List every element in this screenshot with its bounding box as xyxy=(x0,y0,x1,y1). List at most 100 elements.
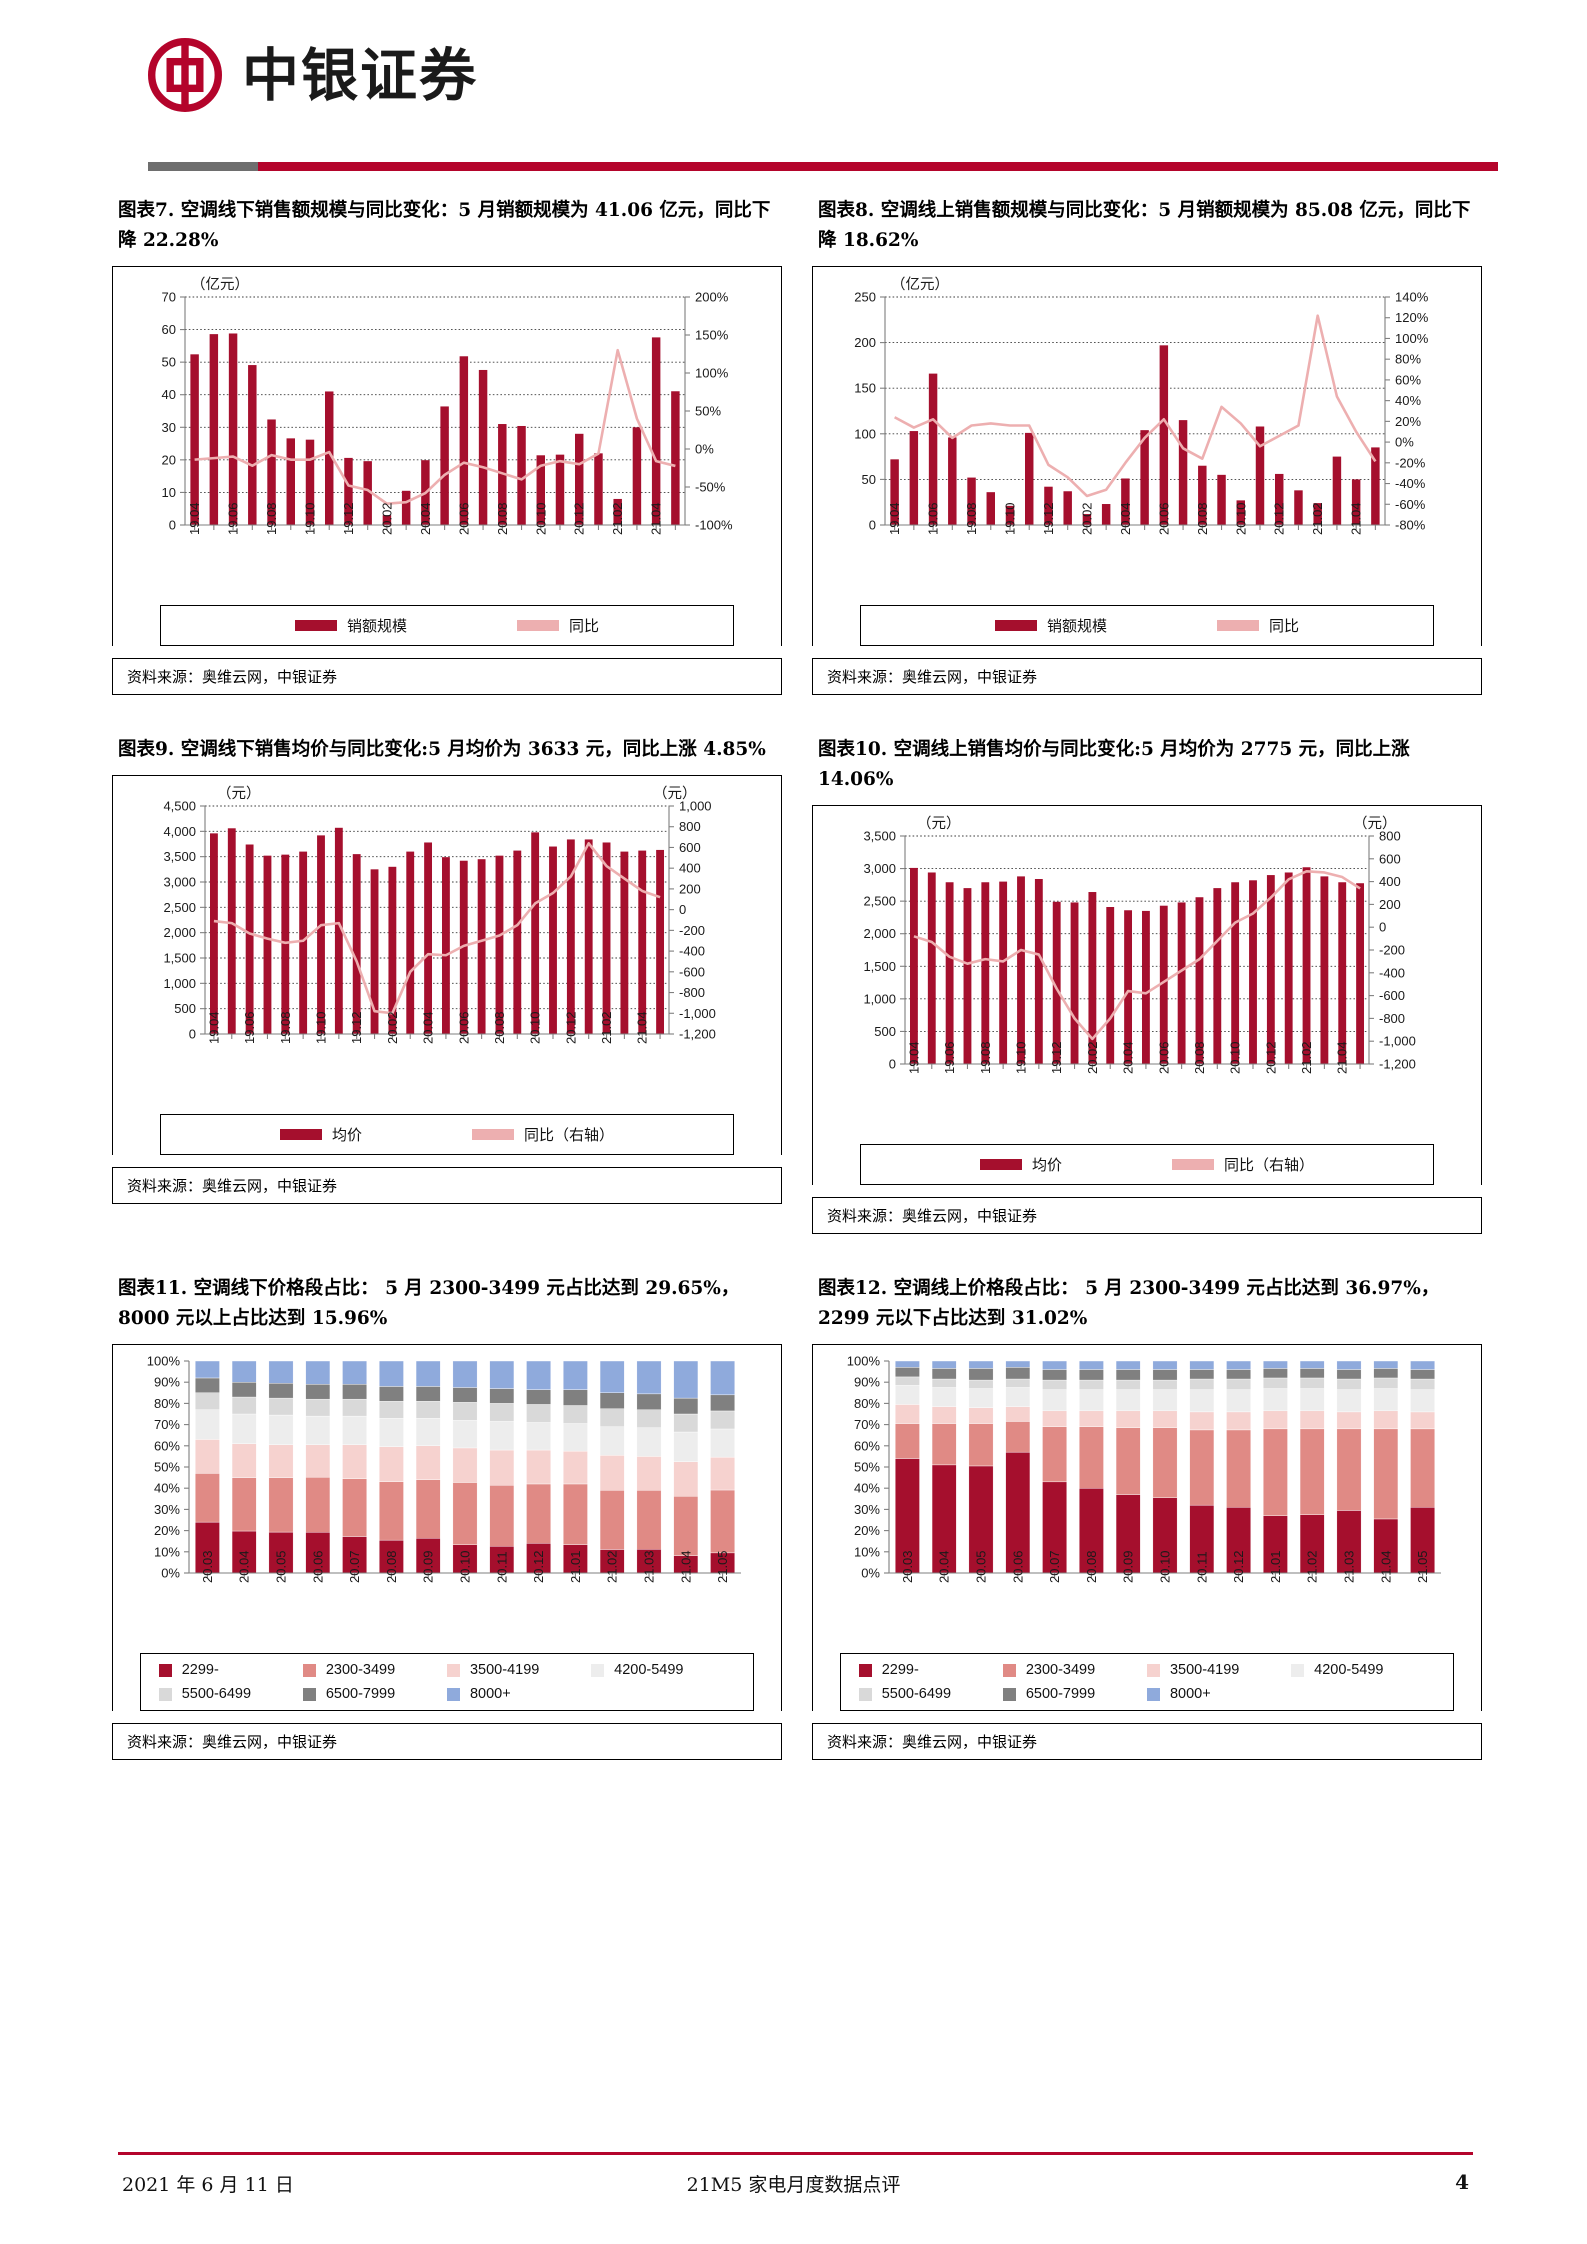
svg-text:20.12: 20.12 xyxy=(1231,1550,1246,1583)
fig9-y-axis: 0 500 1,000 1,500 2,000 2,500 3,000 3,500 4,000 4… xyxy=(163,799,206,1042)
fig10-y2-axis: -1,200 -1,000 -800 -600 -400 -200 0 200 400 600 80… xyxy=(1368,829,1416,1072)
fig9-plot: （元） （元） 0 500 1,000 1,500 2,000 2,500 3,000 3,5… xyxy=(113,776,781,1106)
fig7-chart-box: （亿元） 0 10 20 30 40 50 60 70 -100% -50% 0% 50% 100% 1… xyxy=(112,266,782,646)
fig12-legend-grid-swatch-0 xyxy=(858,1663,872,1677)
fig10-legend-swatch-line xyxy=(1172,1159,1214,1170)
fig11-legend-grid-swatch-4 xyxy=(158,1687,172,1701)
svg-text:21.04: 21.04 xyxy=(1378,1550,1393,1583)
fig9-x-axis: 19.04 19.06 19.08 19.10 19.12 20.02 20.04 20.06… xyxy=(205,1011,669,1044)
fig9-legend-swatch-line xyxy=(472,1129,514,1140)
svg-text:-1,200: -1,200 xyxy=(1379,1057,1416,1072)
svg-text:80%: 80% xyxy=(854,1396,880,1411)
fig11-legend-grid-label-1: 2300-3499 xyxy=(325,1662,396,1678)
fig12-legend-grid-item-1: 2300-3499 xyxy=(1002,1662,1147,1678)
charts-container: 图表7. 空调线下销售额规模与同比变化：5 月销额规模为 41.06 亿元，同比… xyxy=(112,196,1482,1800)
fig8-legend-item-1: 同比 xyxy=(1217,615,1299,636)
svg-text:20.03: 20.03 xyxy=(200,1550,215,1583)
panel-fig12: 图表12. 空调线上价格段占比： 5 月 2300-3499 元占比达到 36.… xyxy=(812,1274,1482,1760)
fig12-legend-grid-label-5: 6500-7999 xyxy=(1025,1686,1096,1702)
fig11-plot: 0% 10% 20% 30% 40% 50% 60% 70% 80% 90% 100% 20.03 2… xyxy=(113,1345,781,1645)
svg-text:600: 600 xyxy=(679,840,701,855)
svg-text:100%: 100% xyxy=(1395,331,1429,346)
fig9-y2-axis: -1,200 -1,000 -800 -600 -400 -200 0 200 400 600 80… xyxy=(668,799,716,1042)
svg-text:60%: 60% xyxy=(154,1438,180,1453)
svg-text:20.06: 20.06 xyxy=(310,1550,325,1583)
fig7-legend: 销额规模 同比 xyxy=(159,605,735,646)
svg-text:19.08: 19.08 xyxy=(278,1011,293,1044)
fig11-legend-grid-item-4: 5500-6499 xyxy=(158,1686,303,1702)
svg-text:10%: 10% xyxy=(854,1544,880,1559)
svg-text:500: 500 xyxy=(174,1001,196,1016)
svg-text:20.10: 20.10 xyxy=(1233,502,1248,535)
fig11-legend-grid-item-1: 2300-3499 xyxy=(302,1662,447,1678)
fig12-source: 资料来源：奥维云网，中银证券 xyxy=(812,1723,1482,1760)
svg-text:19.04: 19.04 xyxy=(187,502,202,535)
fig10-title: 图表10. 空调线上销售均价与同比变化:5 月均价为 2775 元，同比上涨 1… xyxy=(818,739,1410,790)
svg-text:21.05: 21.05 xyxy=(1415,1550,1430,1583)
chart-row-3: 图表11. 空调线下价格段占比： 5 月 2300-3499 元占比达到 29.… xyxy=(112,1274,1482,1760)
svg-text:20.06: 20.06 xyxy=(456,1011,471,1044)
svg-text:-60%: -60% xyxy=(1395,497,1426,512)
svg-text:140%: 140% xyxy=(1395,290,1429,305)
svg-text:0: 0 xyxy=(1379,920,1386,935)
fig7-source: 资料来源：奥维云网，中银证券 xyxy=(112,658,782,695)
svg-text:20.12: 20.12 xyxy=(1263,1041,1278,1074)
fig9-legend-item-1: 同比（右轴） xyxy=(472,1124,614,1145)
svg-text:-600: -600 xyxy=(1379,988,1405,1003)
svg-text:20.04: 20.04 xyxy=(421,1011,436,1044)
svg-text:21.02: 21.02 xyxy=(1310,502,1325,535)
svg-text:19.08: 19.08 xyxy=(964,502,979,535)
brand-name: 中银证券 xyxy=(242,41,478,109)
fig12-y-axis: 0% 10% 20% 30% 40% 50% 60% 70% 80% 90% 100% xyxy=(847,1354,890,1581)
fig12-legend-grid-swatch-6 xyxy=(1146,1687,1160,1701)
fig12-legend-grid-item-4: 5500-6499 xyxy=(858,1686,1003,1702)
svg-text:50: 50 xyxy=(862,472,876,487)
svg-text:21.01: 21.01 xyxy=(568,1550,583,1583)
fig11-svg: 0%10%20%30%40%50%60%70%80%90%100% 20.03 2… xyxy=(147,1354,741,1583)
svg-text:-800: -800 xyxy=(1379,1011,1405,1026)
fig7-y-axis: 0 10 20 30 40 50 60 70 xyxy=(162,290,186,533)
svg-text:60: 60 xyxy=(162,322,176,337)
fig12-legend-grid-label-3: 4200-5499 xyxy=(1314,1662,1384,1678)
fig10-svg: （元） （元） 0 500 1,000 1,500 2,000 2,500 3,000 3,5… xyxy=(863,815,1416,1074)
svg-text:120%: 120% xyxy=(1395,310,1429,325)
fig12-legend-grid-swatch-4 xyxy=(858,1687,872,1701)
svg-text:20.07: 20.07 xyxy=(347,1550,362,1583)
svg-text:19.12: 19.12 xyxy=(1049,1041,1064,1074)
svg-text:20.11: 20.11 xyxy=(494,1551,509,1583)
svg-text:20.02: 20.02 xyxy=(1079,502,1094,535)
page-footer: 2021 年 6 月 11 日 21M5 家电月度数据点评 4 xyxy=(0,2134,1587,2244)
svg-text:20.02: 20.02 xyxy=(385,1011,400,1044)
svg-text:100: 100 xyxy=(854,426,876,441)
svg-text:0%: 0% xyxy=(861,1566,880,1581)
svg-text:20: 20 xyxy=(162,452,176,467)
svg-text:-50%: -50% xyxy=(695,480,726,495)
svg-text:21.02: 21.02 xyxy=(599,1011,614,1044)
fig8-title: 图表8. 空调线上销售额规模与同比变化：5 月销额规模为 85.08 亿元，同比… xyxy=(818,200,1471,251)
fig9-svg: （元） （元） 0 500 1,000 1,500 2,000 2,500 3,000 3,5… xyxy=(163,785,716,1044)
svg-text:19.10: 19.10 xyxy=(314,1011,329,1044)
panel-fig8: 图表8. 空调线上销售额规模与同比变化：5 月销额规模为 85.08 亿元，同比… xyxy=(812,196,1482,695)
svg-text:500: 500 xyxy=(874,1024,896,1039)
page-header: 中银证券 xyxy=(0,0,1587,171)
svg-text:20.07: 20.07 xyxy=(1047,1550,1062,1583)
fig11-legend-grid-swatch-1 xyxy=(302,1663,316,1677)
fig7-legend-swatch-line xyxy=(517,620,559,631)
svg-text:0: 0 xyxy=(679,902,686,917)
svg-text:21.04: 21.04 xyxy=(649,502,664,535)
svg-text:19.06: 19.06 xyxy=(926,502,941,535)
fig8-chart-box: （亿元） 0 50 100 150 200 250 -80% -60% -40% -20% 0% 2… xyxy=(812,266,1482,646)
svg-text:21.04: 21.04 xyxy=(1335,1041,1350,1074)
svg-text:20.04: 20.04 xyxy=(1118,502,1133,535)
boc-logo-icon xyxy=(148,38,222,112)
svg-text:3,000: 3,000 xyxy=(863,861,896,876)
svg-text:80%: 80% xyxy=(154,1396,180,1411)
svg-text:20.10: 20.10 xyxy=(458,1550,473,1583)
fig12-legend-grid-item-3: 4200-5499 xyxy=(1291,1662,1435,1678)
chart-row-1: 图表7. 空调线下销售额规模与同比变化：5 月销额规模为 41.06 亿元，同比… xyxy=(112,196,1482,695)
fig11-title: 图表11. 空调线下价格段占比： 5 月 2300-3499 元占比达到 29.… xyxy=(118,1278,740,1329)
svg-text:60%: 60% xyxy=(854,1438,880,1453)
fig10-bars xyxy=(909,867,1365,1064)
svg-text:10%: 10% xyxy=(154,1544,180,1559)
